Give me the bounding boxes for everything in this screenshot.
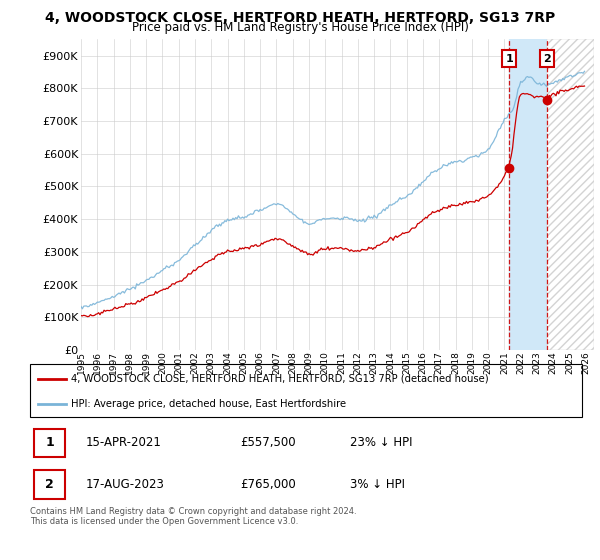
Text: 15-APR-2021: 15-APR-2021 — [85, 436, 161, 450]
Text: 23% ↓ HPI: 23% ↓ HPI — [350, 436, 413, 450]
Text: HPI: Average price, detached house, East Hertfordshire: HPI: Average price, detached house, East… — [71, 399, 347, 409]
Bar — [34, 470, 65, 499]
Text: 2: 2 — [544, 54, 551, 64]
Text: £765,000: £765,000 — [240, 478, 296, 491]
Bar — [509, 39, 547, 350]
Text: Price paid vs. HM Land Registry's House Price Index (HPI): Price paid vs. HM Land Registry's House … — [131, 21, 469, 34]
Bar — [34, 428, 65, 458]
Bar — [547, 39, 594, 350]
Text: 4, WOODSTOCK CLOSE, HERTFORD HEATH, HERTFORD, SG13 7RP (detached house): 4, WOODSTOCK CLOSE, HERTFORD HEATH, HERT… — [71, 374, 489, 384]
Text: 17-AUG-2023: 17-AUG-2023 — [85, 478, 164, 491]
Text: 3% ↓ HPI: 3% ↓ HPI — [350, 478, 405, 491]
Text: 1: 1 — [505, 54, 513, 64]
Text: 4, WOODSTOCK CLOSE, HERTFORD HEATH, HERTFORD, SG13 7RP: 4, WOODSTOCK CLOSE, HERTFORD HEATH, HERT… — [45, 11, 555, 25]
Text: £557,500: £557,500 — [240, 436, 295, 450]
Text: Contains HM Land Registry data © Crown copyright and database right 2024.
This d: Contains HM Land Registry data © Crown c… — [30, 507, 356, 526]
Text: 1: 1 — [45, 436, 54, 450]
Text: 2: 2 — [45, 478, 54, 491]
